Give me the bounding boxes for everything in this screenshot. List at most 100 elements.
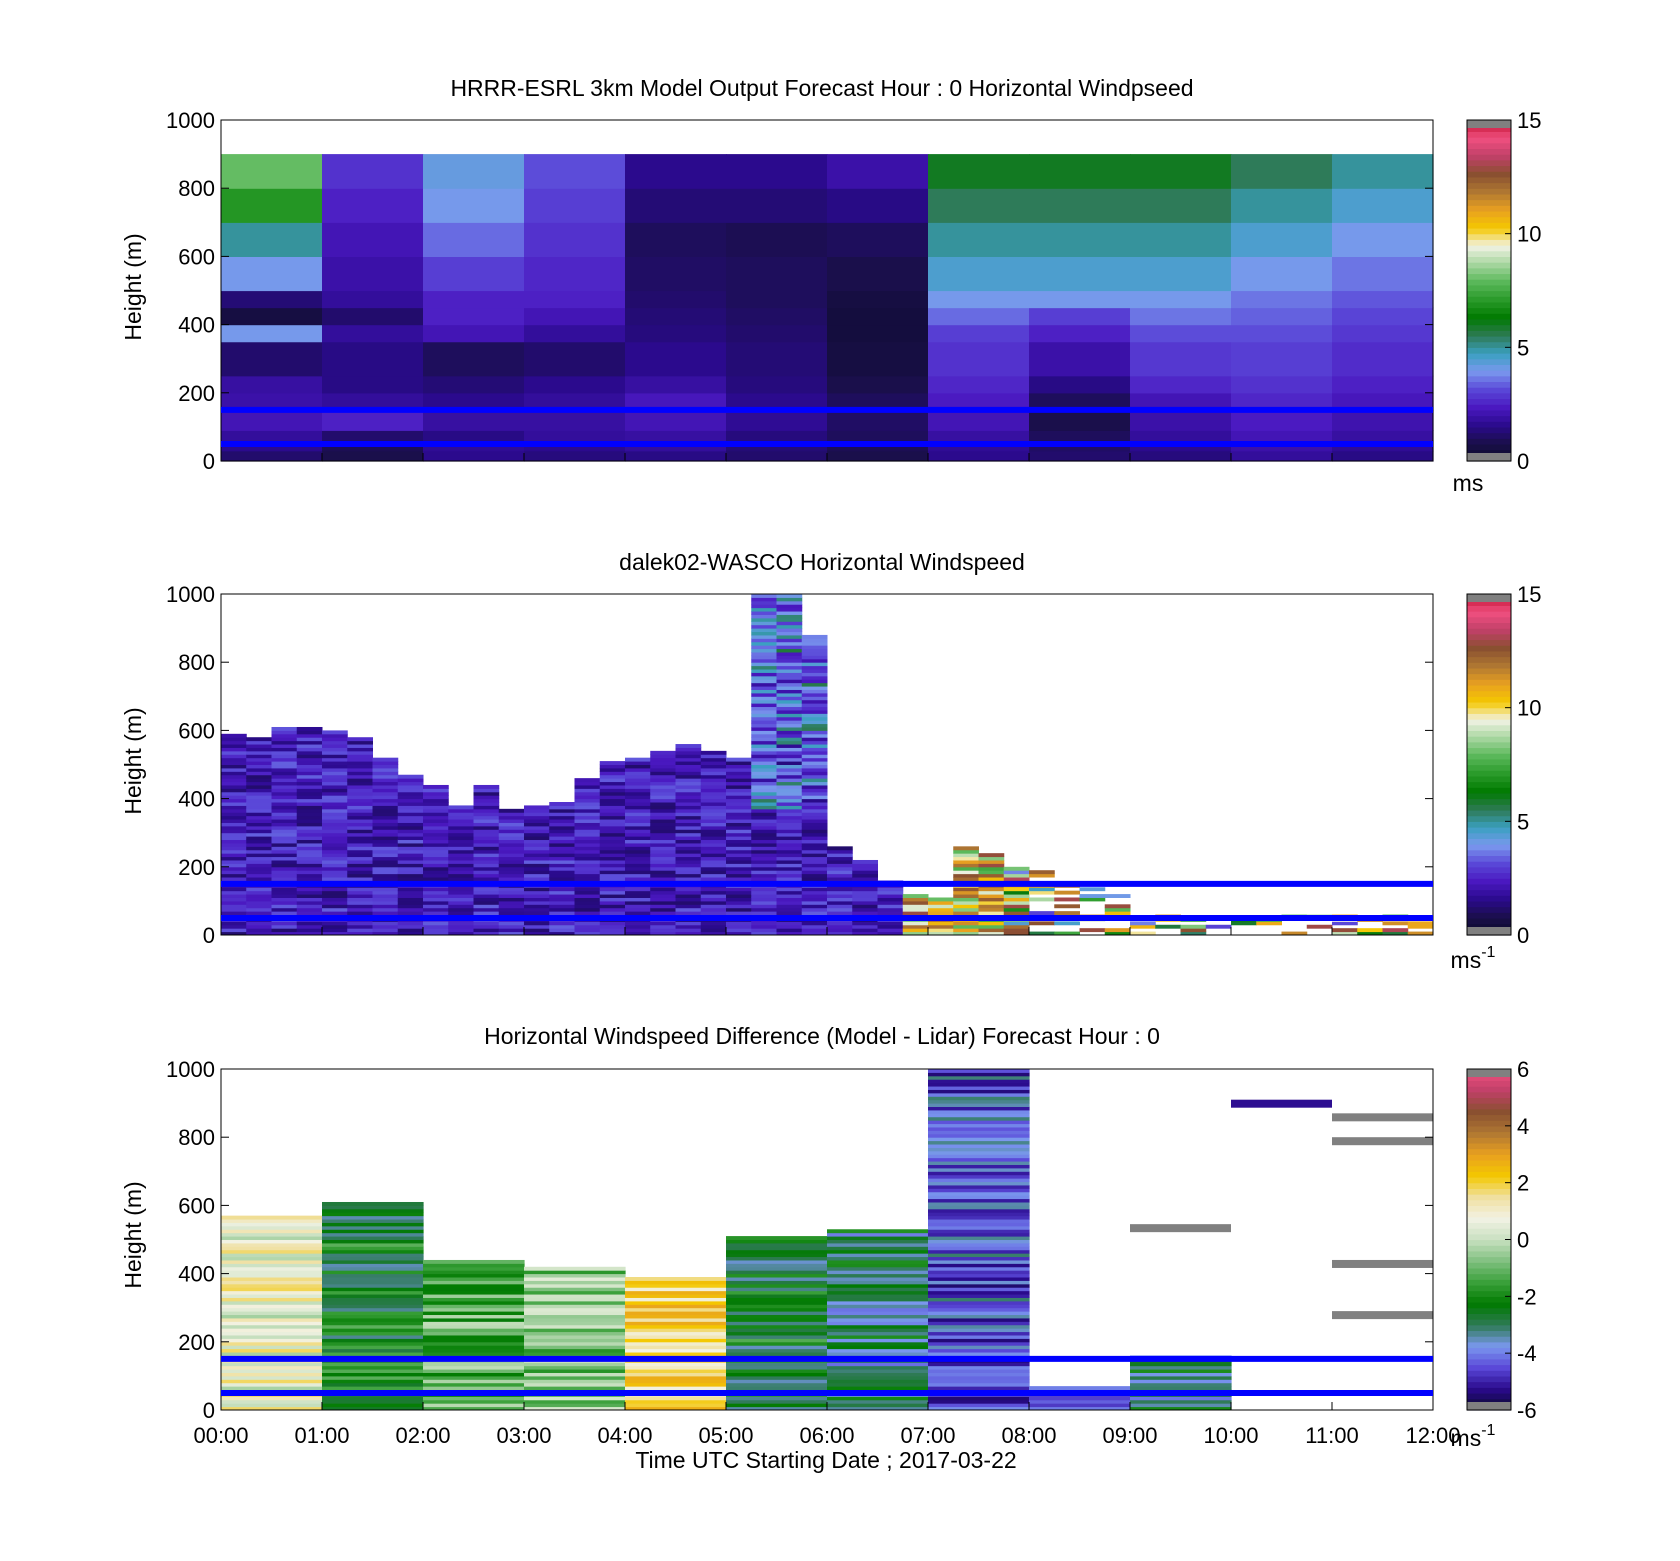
difference-cell	[928, 1222, 1030, 1227]
lidar-cell	[448, 836, 474, 841]
lidar-cell	[751, 597, 777, 602]
lidar-cell	[650, 754, 676, 759]
difference-cell	[322, 1205, 424, 1210]
difference-cell	[524, 1287, 626, 1292]
lidar-cell	[625, 774, 651, 779]
lidar-cell	[246, 859, 272, 864]
lidar-cell	[675, 825, 702, 830]
lidar-cell	[675, 757, 702, 762]
model-cell	[1029, 392, 1131, 411]
lidar-cell	[1180, 924, 1207, 929]
lidar-cell	[675, 764, 702, 769]
y-tick-label: 200	[178, 1330, 215, 1355]
model-cell	[221, 324, 323, 343]
lidar-cell	[675, 778, 702, 783]
difference-cell	[928, 1334, 1030, 1339]
model-cell	[1332, 430, 1434, 442]
lidar-cell	[928, 931, 954, 936]
model-cell	[625, 392, 727, 411]
lidar-cell	[296, 921, 323, 926]
lidar-cell	[675, 921, 702, 926]
difference-cell	[524, 1283, 626, 1288]
lidar-cell	[397, 778, 424, 783]
lidar-cell	[347, 767, 373, 772]
lidar-cell	[953, 921, 979, 926]
difference-cell	[322, 1263, 424, 1268]
lidar-cell	[574, 890, 601, 895]
lidar-cell	[397, 873, 424, 878]
lidar-cell	[726, 877, 752, 881]
lidar-cell	[221, 907, 247, 912]
lidar-cell	[675, 771, 702, 776]
lidar-cell	[574, 904, 601, 909]
model-cell	[322, 222, 424, 257]
difference-cell	[423, 1311, 525, 1316]
difference-cell	[221, 1352, 323, 1356]
lidar-cell	[726, 781, 752, 786]
lidar-cell	[1281, 931, 1308, 936]
lidar-cell	[751, 614, 777, 619]
lidar-cell	[700, 798, 727, 803]
difference-cell	[928, 1113, 1030, 1118]
difference-cell	[827, 1362, 929, 1367]
model-cell	[1130, 222, 1232, 257]
difference-cell	[726, 1270, 828, 1275]
model-cell	[322, 392, 424, 411]
lidar-cell	[473, 815, 500, 820]
lidar-cell	[498, 894, 525, 898]
lidar-cell	[776, 699, 803, 704]
lidar-cell	[574, 791, 601, 796]
lidar-cell	[675, 761, 702, 765]
model-cell	[827, 290, 929, 309]
difference-cell	[928, 1273, 1030, 1278]
difference-cell	[423, 1266, 525, 1271]
lidar-cell	[448, 839, 474, 844]
lidar-cell	[296, 853, 323, 858]
lidar-cell	[599, 921, 626, 926]
lidar-cell	[801, 900, 828, 905]
lidar-cell	[801, 655, 828, 660]
lidar-cell	[751, 924, 777, 929]
difference-cell	[221, 1331, 323, 1336]
lidar-cell	[1407, 921, 1434, 926]
lidar-cell	[801, 778, 828, 783]
lidar-cell	[246, 750, 272, 755]
lidar-cell	[322, 808, 348, 813]
lidar-cell	[221, 870, 247, 875]
lidar-cell	[599, 781, 626, 786]
lidar-cell	[801, 634, 828, 639]
model-cell	[423, 188, 525, 223]
lidar-cell	[372, 894, 399, 898]
lidar-cell	[221, 890, 247, 895]
colorbar-segment	[1467, 216, 1511, 223]
lidar-cell	[246, 744, 272, 748]
difference-cell	[827, 1334, 929, 1339]
lidar-cell	[726, 836, 752, 841]
difference-cell	[524, 1297, 626, 1302]
lidar-cell	[751, 740, 777, 745]
lidar-cell	[347, 849, 373, 854]
difference-cell	[827, 1304, 929, 1309]
lidar-cell	[801, 774, 828, 779]
difference-cell	[221, 1273, 323, 1278]
lidar-cell	[524, 859, 550, 864]
lidar-cell	[726, 887, 752, 892]
model-cell	[1029, 430, 1131, 442]
lidar-cell	[801, 750, 828, 755]
lidar-cell	[877, 904, 904, 909]
lidar-cell	[852, 894, 878, 898]
lidar-cell	[524, 815, 550, 820]
lidar-cell	[751, 703, 777, 708]
colorbar-segment	[1467, 1074, 1511, 1081]
lidar-cell	[296, 928, 323, 933]
lidar-cell	[246, 829, 272, 834]
difference-cell	[423, 1283, 525, 1288]
lidar-cell	[776, 812, 803, 817]
difference-cell	[524, 1369, 626, 1373]
lidar-cell	[246, 832, 272, 837]
colorbar-segment	[1467, 673, 1511, 680]
lidar-cell	[726, 928, 752, 933]
difference-cell	[1130, 1396, 1232, 1401]
lidar-cell	[296, 761, 323, 765]
lidar-cell	[978, 866, 1005, 871]
